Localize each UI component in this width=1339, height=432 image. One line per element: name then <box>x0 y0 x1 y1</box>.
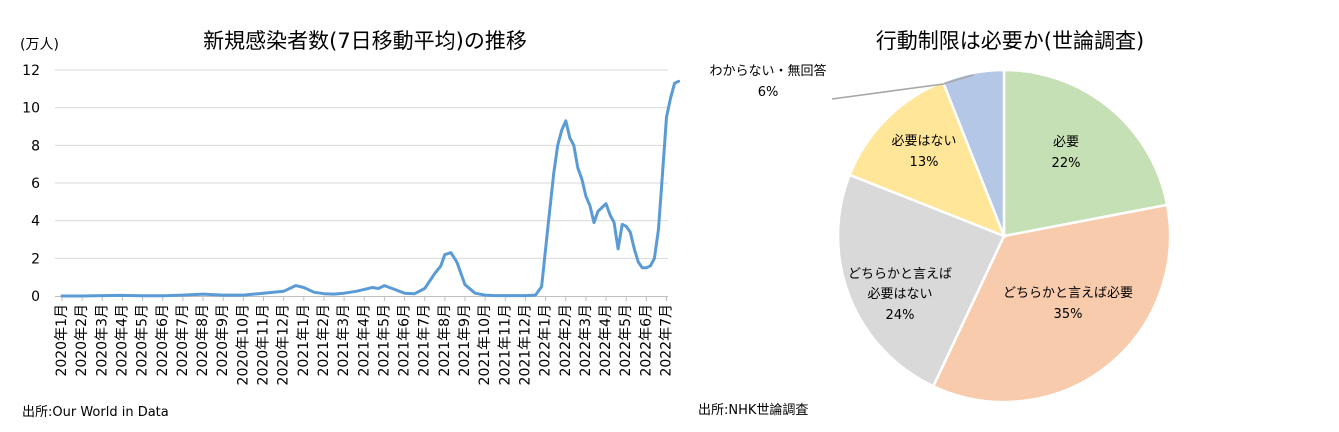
x-tick-label: 2021年9月 <box>457 304 473 377</box>
pie-label-text: 必要はない <box>891 134 956 149</box>
x-tick-label: 2021年11月 <box>497 304 513 385</box>
pie-slice <box>836 173 1006 388</box>
x-tick-label: 2020年2月 <box>74 304 90 377</box>
x-tick-label: 2020年7月 <box>175 304 191 377</box>
y-tick-label: 4 <box>31 214 40 230</box>
x-tick-label: 2021年1月 <box>296 304 312 377</box>
x-tick-label: 2020年12月 <box>276 304 292 385</box>
line-chart-source: 出所:Our World in Data <box>22 405 169 420</box>
x-tick-label: 2021年7月 <box>417 304 433 377</box>
x-tick-label: 2021年4月 <box>356 304 372 377</box>
pie-pct-text: 13% <box>910 155 939 170</box>
x-tick-label: 2020年11月 <box>256 304 272 385</box>
pie-slice-label: わからない・無回答 6% <box>709 63 826 100</box>
x-tick-label: 2021年3月 <box>336 304 352 377</box>
x-tick-label: 2020年9月 <box>215 304 231 377</box>
x-tick-label: 2022年6月 <box>638 304 654 377</box>
pie-slice <box>931 203 1172 404</box>
pie-pct-text: 35% <box>1054 307 1083 322</box>
pie-pct-text: 6% <box>758 85 779 100</box>
x-tick-label: 2020年10月 <box>235 304 251 385</box>
pie-label-text: わからない・無回答 <box>709 63 826 79</box>
series-line <box>60 79 680 298</box>
y-tick-label: 12 <box>22 63 40 79</box>
y-tick-label: 6 <box>31 176 40 192</box>
x-tick-label: 2020年8月 <box>195 304 211 377</box>
x-tick-label: 2021年10月 <box>477 304 493 385</box>
x-tick-label: 2022年5月 <box>618 304 634 377</box>
pie-chart: 行動制限は必要か(世論調査) 必要22%どちらかと言えば必要35%どちらかと言え… <box>698 29 1172 418</box>
pie-slice <box>941 68 1006 237</box>
x-tick-label: 2020年4月 <box>114 304 130 377</box>
x-tick-label: 2022年4月 <box>598 304 614 377</box>
y-tick-label: 0 <box>31 289 40 305</box>
x-tick-label: 2022年1月 <box>538 304 554 377</box>
pie-slice-label: どちらかと言えば必要 35% <box>1003 286 1133 322</box>
pie-slice-label: 必要はない 13% <box>891 134 956 170</box>
pie-label-text: どちらかと言えば <box>848 267 952 282</box>
x-tick-label: 2021年12月 <box>517 304 533 385</box>
line-chart-title: 新規感染者数(7日移動平均)の推移 <box>203 29 527 53</box>
x-tick-label: 2021年6月 <box>397 304 413 377</box>
y-axis-label: (万人) <box>20 37 59 53</box>
y-tick-label: 2 <box>31 251 40 267</box>
line-chart: 新規感染者数(7日移動平均)の推移 (万人) 0 2 4 6 8 10 12 2020年1月… <box>20 29 680 420</box>
pie-pct-text: 22% <box>1052 156 1081 171</box>
pie-chart-title: 行動制限は必要か(世論調査) <box>876 29 1144 53</box>
x-tick-label: 2020年3月 <box>94 304 110 377</box>
y-tick-label: 10 <box>22 101 40 117</box>
pie-pct-text: 24% <box>886 308 915 323</box>
pie-label-text: 必要 <box>1053 135 1079 150</box>
pie-slice <box>1002 68 1169 238</box>
pie-label-text: 必要はない <box>867 287 932 302</box>
pie-slice-label: 必要 22% <box>1052 135 1081 171</box>
y-tick-label: 8 <box>31 138 40 154</box>
pie-chart-source: 出所:NHK世論調査 <box>698 402 808 418</box>
x-tick-label: 2022年3月 <box>578 304 594 377</box>
x-tick-label: 2021年8月 <box>437 304 453 377</box>
x-tick-label: 2022年7月 <box>659 304 675 377</box>
x-tick-label: 2020年5月 <box>135 304 151 377</box>
x-tick-label: 2022年2月 <box>558 304 574 377</box>
x-tick-label: 2020年1月 <box>54 304 70 377</box>
pie-label-text: どちらかと言えば必要 <box>1003 286 1133 301</box>
pie-leader-line <box>831 74 974 100</box>
x-tick-label: 2021年5月 <box>376 304 392 377</box>
x-tick-label: 2020年6月 <box>155 304 171 377</box>
x-tick-label: 2021年2月 <box>316 304 332 377</box>
